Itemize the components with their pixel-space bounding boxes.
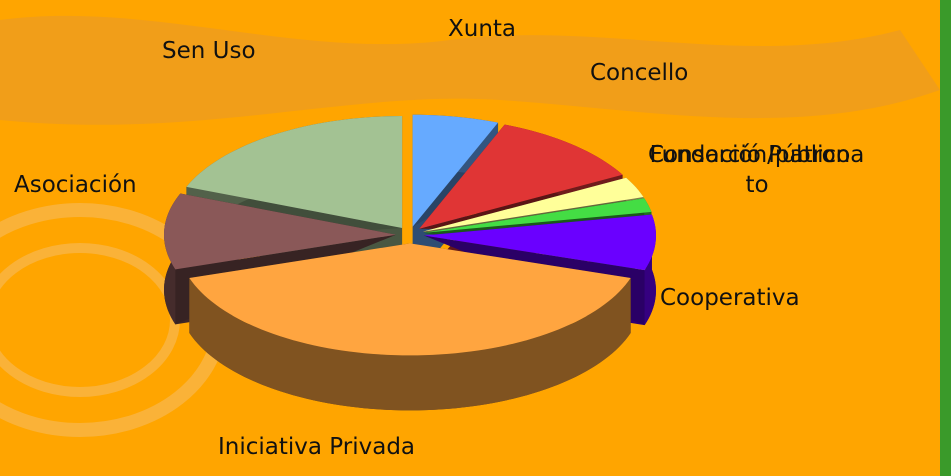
slice: [189, 243, 631, 356]
background-shape: [0, 15, 940, 125]
slice: [164, 193, 397, 270]
slice-label: Xunta: [448, 16, 517, 42]
slice-label: Fundación/patronato: [649, 142, 865, 198]
slice-label: Consorció Público: [648, 142, 851, 168]
slice: [422, 177, 644, 232]
slice: [423, 214, 656, 271]
slice-label: Sen Uso: [162, 38, 256, 64]
slice: [412, 114, 499, 227]
slice-label: Asociación: [14, 172, 137, 198]
pie: [164, 114, 656, 411]
slice-side: [189, 278, 631, 411]
slice-label: Cooperativa: [660, 285, 800, 311]
slice: [423, 198, 652, 233]
slice-label: Iniciativa Privada: [218, 434, 416, 460]
slice: [186, 116, 403, 229]
slice: [419, 124, 623, 229]
slice-label: Concello: [590, 60, 689, 86]
side-strip: [940, 0, 951, 476]
slice-wall: [412, 122, 499, 227]
